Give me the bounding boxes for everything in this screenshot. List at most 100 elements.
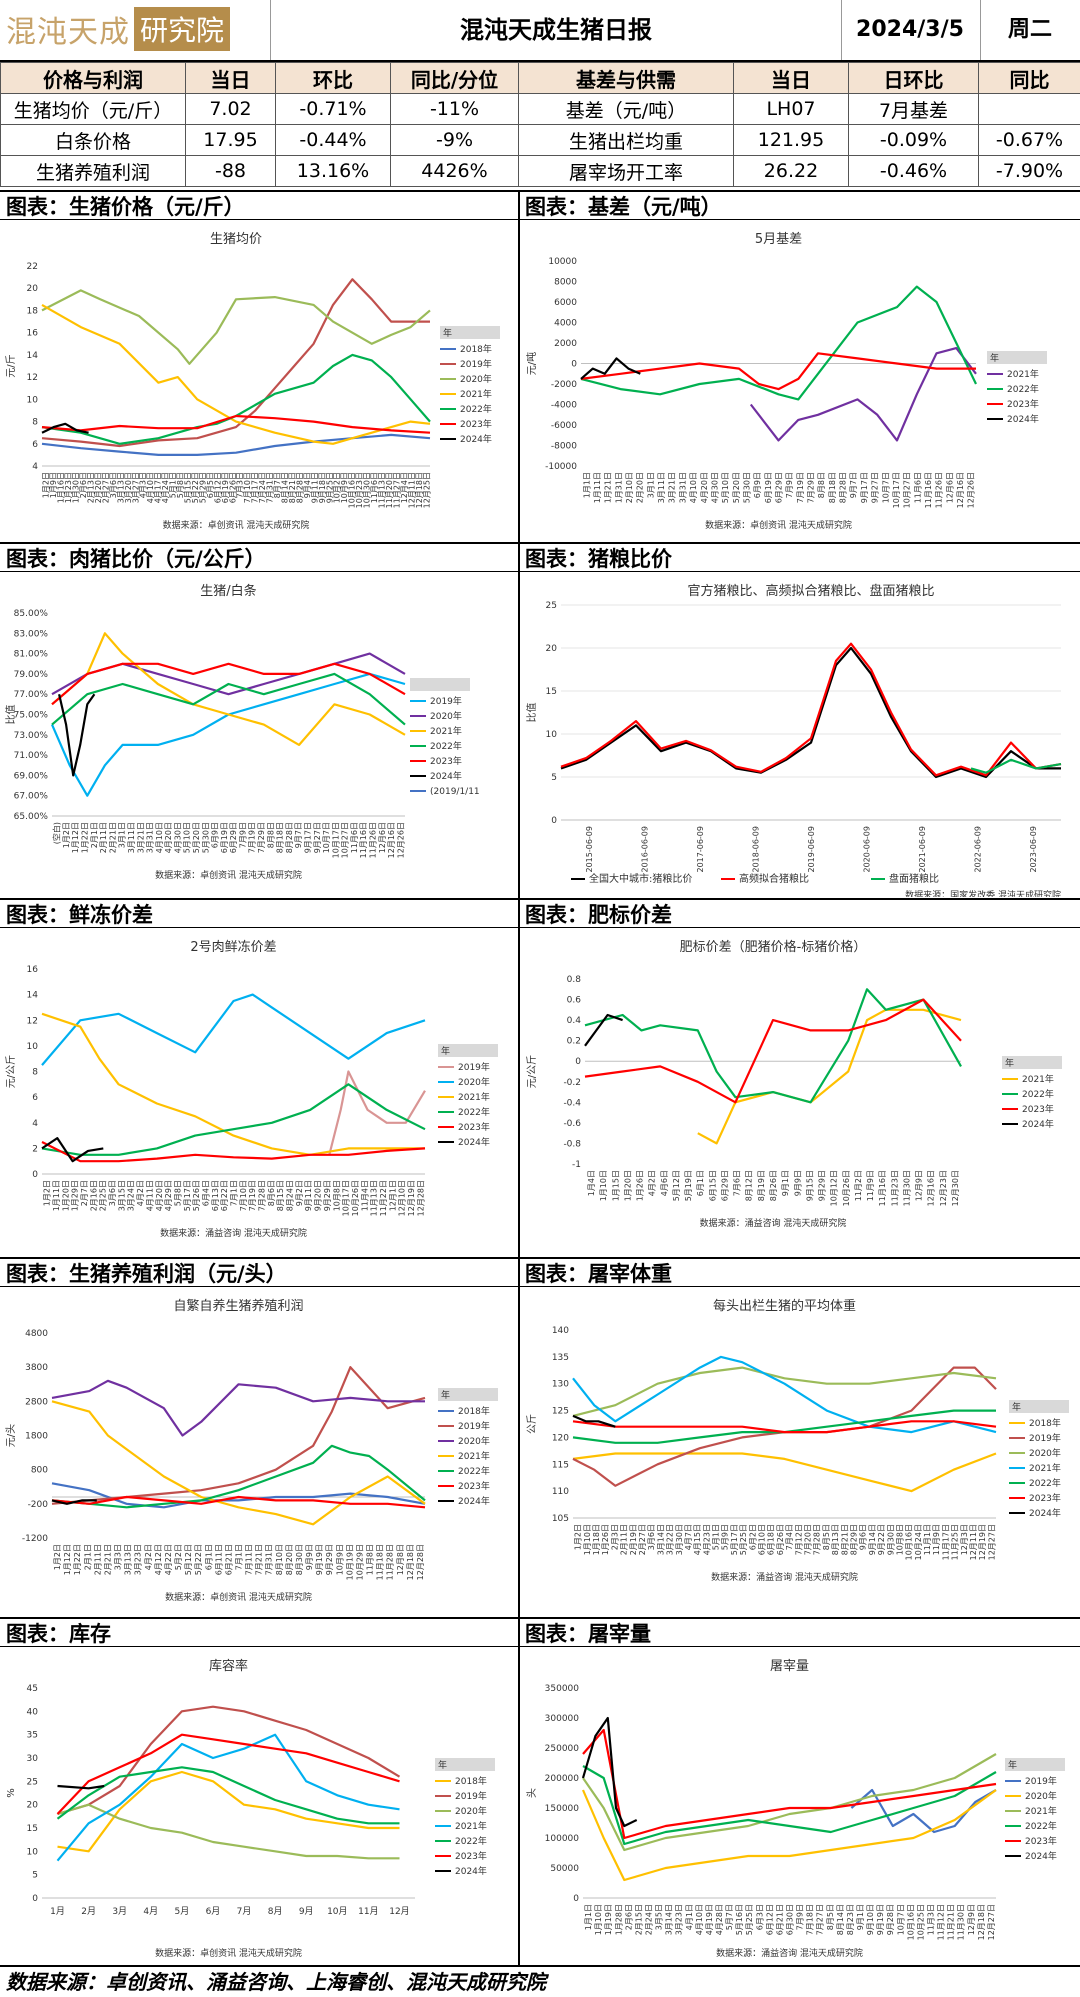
x-tick-label: 11月25日: [951, 1524, 960, 1560]
x-tick-label: 12月25日: [422, 472, 431, 508]
x-tick-label: 10月7日: [881, 472, 890, 503]
legend-entry: 2022年: [458, 1106, 490, 1118]
x-tick-label: 3月22日: [666, 1524, 675, 1555]
x-tick-label: 8月28日: [285, 822, 294, 853]
legend-entry: 2024年: [1022, 1118, 1054, 1130]
legend-entry: 2024年: [430, 770, 462, 782]
x-tick-label: 11月21日: [947, 1904, 956, 1940]
x-tick-label: 8月12日: [745, 1170, 754, 1201]
legend-entry: 2022年: [1022, 1088, 1054, 1100]
x-tick-label: 12月19日: [407, 1180, 416, 1216]
x-tick-label: 4月1日: [685, 1904, 694, 1930]
x-tick-label: 2月20日: [636, 472, 645, 503]
x-tick-label: 12月16日: [927, 1170, 936, 1206]
x-tick-label: 9月7日: [849, 472, 858, 498]
x-tick-label: 5月12日: [184, 1544, 193, 1575]
x-tick-label: 5月20日: [732, 472, 741, 503]
y-tick-label: 130: [552, 1380, 569, 1390]
y-tick-label: 5: [551, 773, 557, 783]
y-tick-label: 18: [27, 306, 39, 316]
x-tick-label: 8月14日: [836, 1904, 845, 1935]
x-tick-label: 12月16日: [387, 822, 396, 858]
legend-entry: 2024年: [1029, 1507, 1061, 1519]
series-line: [52, 674, 405, 725]
x-tick-label: 12月28日: [416, 1180, 425, 1216]
x-tick-label: 7月20日: [803, 1524, 812, 1555]
x-tick-label: 7月1日: [230, 1180, 239, 1206]
series-line: [581, 287, 976, 400]
legend-title: 年: [441, 1389, 450, 1401]
x-tick-label: 3月11日: [657, 472, 666, 503]
section-title: 图表：库存: [0, 1617, 519, 1647]
x-tick-label: 7月29日: [807, 472, 816, 503]
y-tick-label: -6000: [551, 421, 577, 431]
series-line: [42, 995, 425, 1066]
x-tick-label: 1月12日: [71, 822, 80, 853]
y-tick-label: 22: [27, 262, 38, 272]
y-tick-label: 0.6: [567, 996, 582, 1006]
x-tick-label: 6月13日: [211, 1180, 220, 1211]
summary-header: 同比/分位: [391, 63, 519, 94]
x-tick-label: 12月: [389, 1906, 409, 1917]
x-tick-label: 8月19日: [757, 1170, 766, 1201]
y-tick-label: 4: [32, 1119, 38, 1129]
x-tick-label: 4月10日: [155, 822, 164, 853]
x-tick-label: 1月: [50, 1906, 65, 1917]
x-tick-label: 10月7日: [322, 822, 331, 853]
x-tick-label: 2月11日: [99, 822, 108, 853]
x-tick-label: 2023-06-09: [1029, 826, 1038, 873]
legend-entry: 2022年: [458, 1465, 490, 1477]
y-tick-label: 3800: [25, 1363, 48, 1373]
legend-entry: 2020年: [1025, 1790, 1057, 1802]
y-axis-label: %: [6, 1788, 17, 1798]
x-tick-label: 1月26日: [636, 1170, 645, 1201]
x-tick-label: 7月12日: [794, 1524, 803, 1555]
chart-pig-grain-ratio: 官方猪粮比、高频拟合猪粮比、盘面猪粮比0510152025比值2015-06-0…: [521, 573, 1080, 897]
x-tick-label: 1月31日: [614, 472, 623, 503]
x-tick-label: 3月31日: [146, 822, 155, 853]
x-tick-label: 5月1日: [712, 1524, 721, 1550]
chart-title: 5月基差: [755, 232, 802, 247]
x-tick-label: 2月15日: [634, 1904, 643, 1935]
x-tick-label: 10月26日: [842, 1170, 851, 1206]
x-tick-label: 6月1日: [204, 1544, 213, 1570]
summary-cell: [979, 94, 1080, 125]
y-tick-label: -0.8: [563, 1139, 581, 1149]
y-tick-label: 110: [552, 1487, 569, 1497]
x-tick-label: 8月5日: [826, 1904, 835, 1930]
y-tick-label: 350000: [545, 1684, 580, 1694]
series-line: [581, 353, 976, 389]
x-tick-label: 1月2日: [43, 1180, 52, 1206]
y-tick-label: 16: [27, 965, 39, 975]
x-tick-label: 3月6日: [108, 1180, 117, 1206]
series-line: [971, 760, 1061, 773]
legend-title: 年: [1005, 1057, 1014, 1069]
x-tick-label: 3月15日: [117, 1180, 126, 1211]
x-tick-label: 9月7日: [294, 822, 303, 848]
y-tick-label: 75.00%: [14, 711, 49, 721]
series-line: [585, 1000, 961, 1103]
x-tick-label: 3月1日: [118, 822, 127, 848]
x-tick-label: 7月21日: [255, 1544, 264, 1575]
y-tick-label: 25: [27, 1777, 38, 1787]
x-tick-label: 9月30日: [886, 1524, 895, 1555]
chart-source: 数据来源：国家发改委 混沌天成研究院: [905, 889, 1061, 897]
summary-cell: 17.95: [186, 125, 276, 156]
x-tick-label: 3月: [112, 1906, 127, 1917]
y-tick-label: -200: [28, 1500, 49, 1510]
x-tick-label: 9月28日: [886, 1904, 895, 1935]
y-tick-label: 1800: [25, 1432, 48, 1442]
chart-slaughter-weight: 每头出栏生猪的平均体重105110115120125130135140公斤1月2…: [521, 1288, 1080, 1616]
x-tick-label: 8月29日: [849, 1524, 858, 1555]
x-tick-label: 5月25日: [739, 1524, 748, 1555]
y-tick-label: 10: [27, 395, 39, 405]
x-tick-label: 7月28日: [813, 1524, 822, 1555]
x-tick-label: 10月17日: [342, 1180, 351, 1216]
x-tick-label: 5月17日: [183, 1180, 192, 1211]
x-tick-label: 8月8日: [817, 472, 826, 498]
x-tick-label: 2月1日: [83, 1544, 92, 1570]
x-tick-label: 2月: [81, 1906, 96, 1917]
x-tick-label: 12月19日: [978, 1524, 987, 1560]
x-tick-label: 7月19日: [796, 472, 805, 503]
